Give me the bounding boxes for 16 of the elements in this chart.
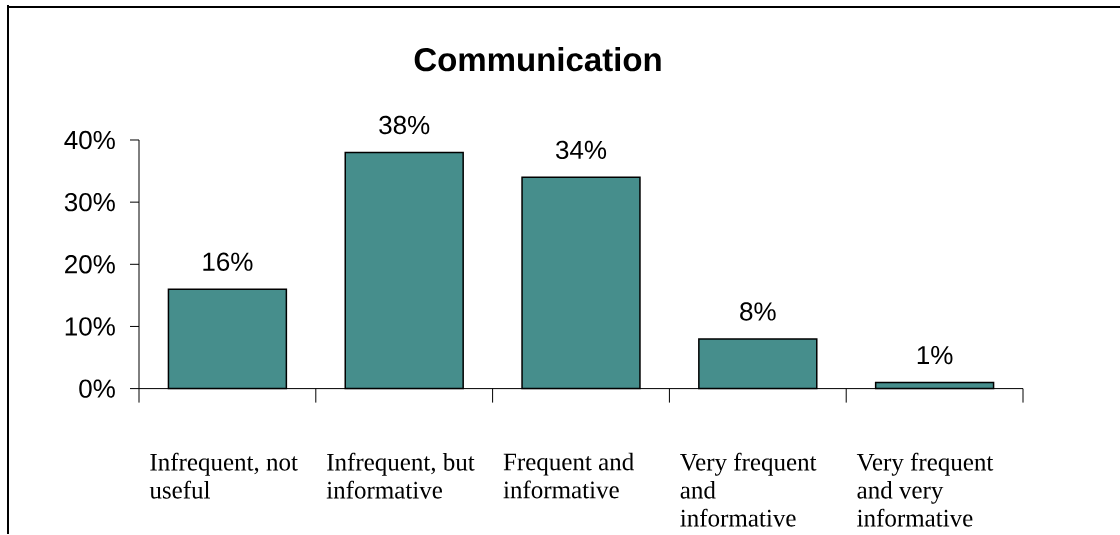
x-tick-label: Infrequent, not useful: [149, 452, 298, 499]
y-tick-label: 10%: [65, 317, 115, 336]
data-label: 16%: [203, 252, 253, 271]
y-tick-label: 30%: [64, 192, 115, 212]
x-tick-label: Very frequent and very informative: [856, 452, 994, 527]
data-label: 8%: [740, 302, 776, 321]
data-label: 38%: [379, 115, 430, 135]
data-label: 1%: [917, 345, 953, 365]
data-label: 34%: [555, 140, 607, 160]
chart-title: Communication: [414, 47, 661, 72]
y-tick-label: 20%: [65, 255, 115, 274]
x-tick-label: Infrequent, but informative: [326, 452, 475, 499]
y-tick-label: 0%: [79, 379, 115, 398]
x-tick-label: Frequent and informative: [503, 452, 634, 499]
x-tick-label: Very frequent and informative: [680, 452, 817, 527]
y-tick-label: 40%: [64, 130, 115, 150]
